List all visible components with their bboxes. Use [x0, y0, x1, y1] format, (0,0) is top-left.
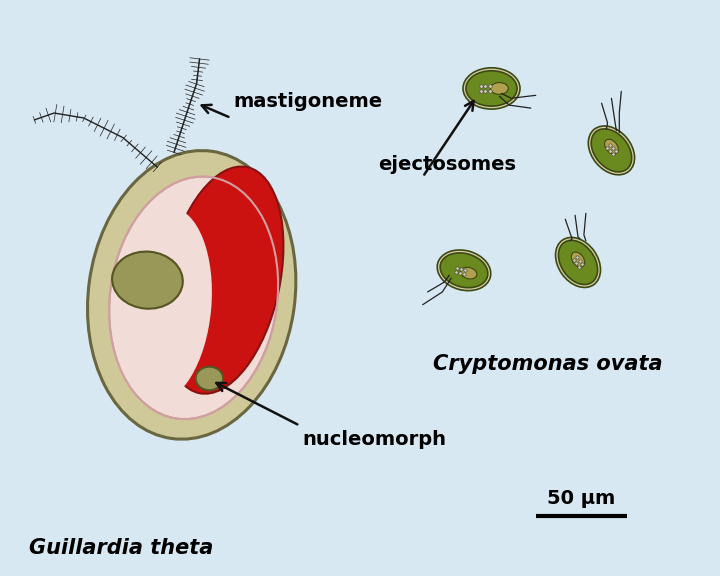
Ellipse shape [572, 252, 585, 267]
Text: nucleomorph: nucleomorph [303, 430, 447, 449]
Ellipse shape [460, 267, 477, 279]
Ellipse shape [591, 129, 631, 172]
Ellipse shape [466, 71, 517, 106]
Ellipse shape [559, 240, 598, 285]
Text: Guillardia theta: Guillardia theta [30, 537, 214, 558]
Ellipse shape [88, 150, 296, 439]
Ellipse shape [588, 126, 634, 175]
Ellipse shape [196, 367, 223, 390]
Ellipse shape [605, 139, 618, 154]
Ellipse shape [112, 207, 212, 403]
Ellipse shape [440, 253, 488, 288]
Text: mastigoneme: mastigoneme [233, 92, 382, 111]
Ellipse shape [556, 237, 600, 287]
Text: 50 μm: 50 μm [547, 489, 616, 508]
Ellipse shape [437, 250, 491, 291]
Text: Cryptomonas ovata: Cryptomonas ovata [433, 354, 662, 374]
Ellipse shape [490, 82, 508, 94]
Ellipse shape [463, 68, 520, 109]
Ellipse shape [112, 252, 183, 309]
Ellipse shape [163, 166, 284, 394]
Text: ejectosomes: ejectosomes [379, 155, 516, 174]
Ellipse shape [109, 177, 278, 419]
